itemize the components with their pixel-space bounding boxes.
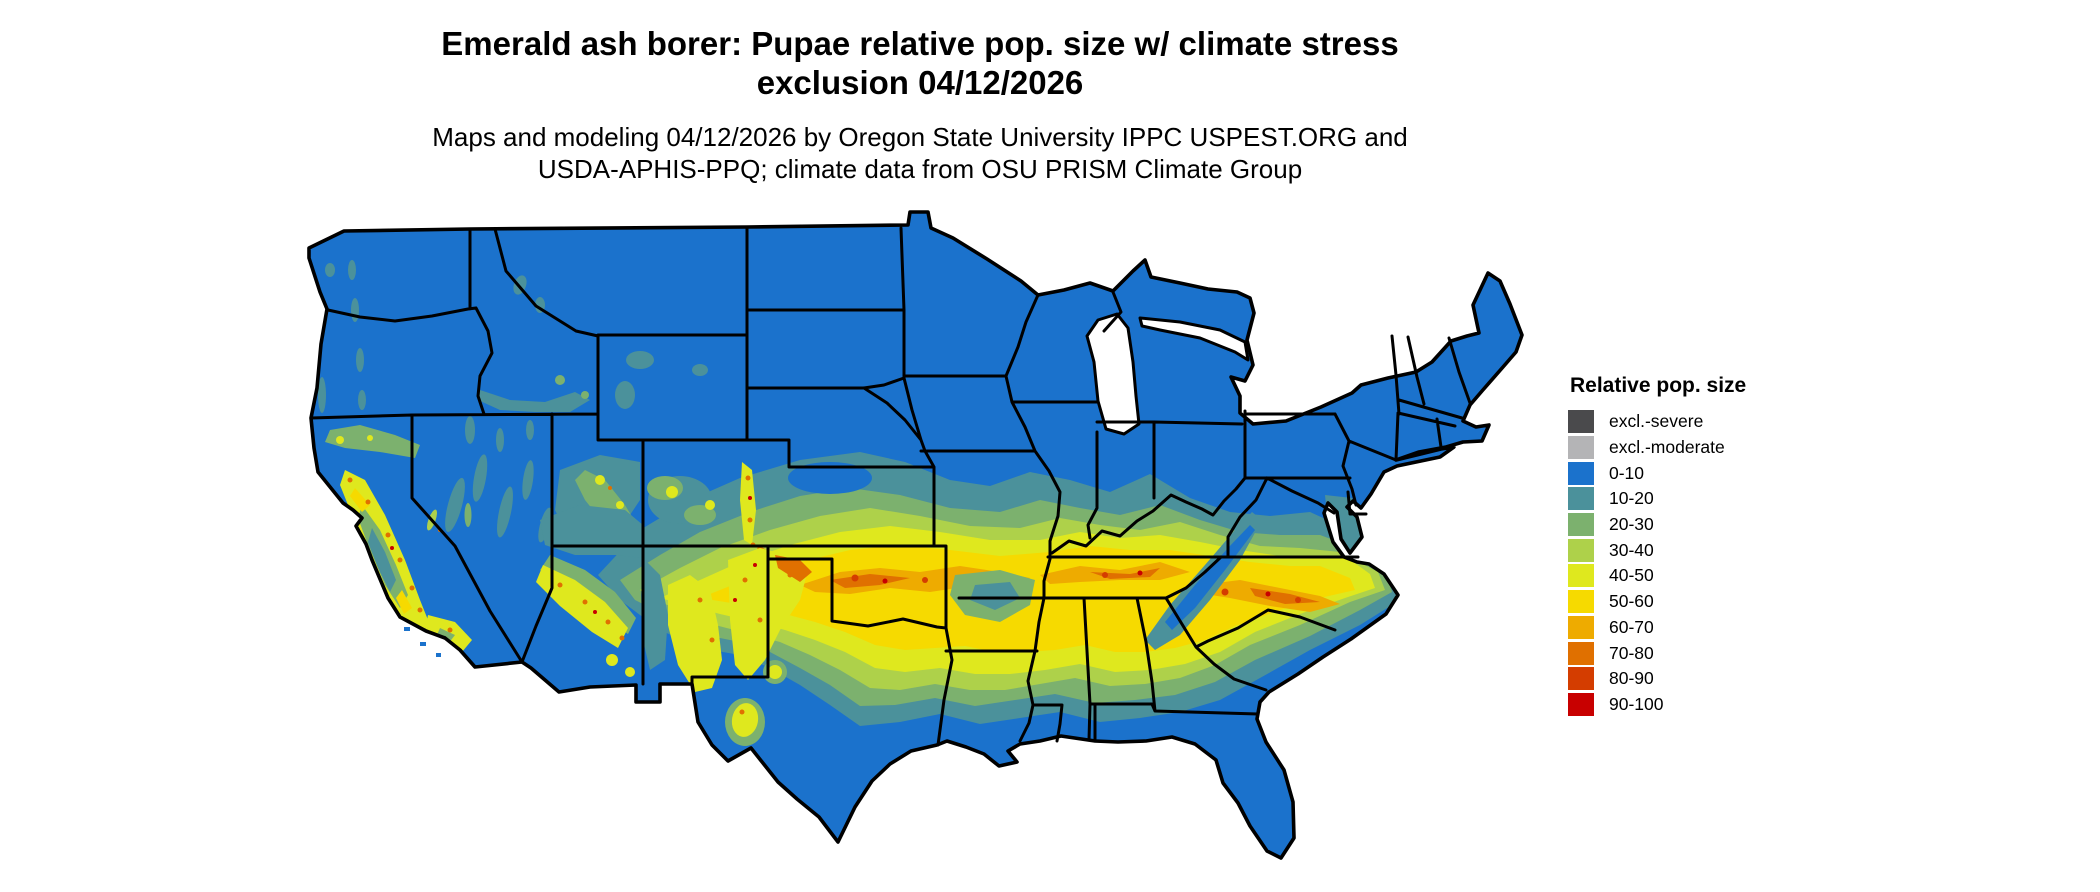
legend-swatch <box>1568 538 1594 562</box>
legend-swatch <box>1568 615 1594 639</box>
legend-item: 80-90 <box>1568 666 1746 692</box>
legend-item: 90-100 <box>1568 692 1746 718</box>
legend-label: excl.-moderate <box>1609 437 1725 458</box>
legend-label: 60-70 <box>1609 616 1654 637</box>
california-gold-streak <box>396 590 412 614</box>
front-range-red <box>748 496 752 500</box>
legend-item: 60-70 <box>1568 615 1746 641</box>
legend-label: 0-10 <box>1609 462 1645 483</box>
legend-label: 90-100 <box>1609 693 1664 714</box>
legend-item: 10-20 <box>1568 486 1746 512</box>
front-range-streak <box>740 462 756 545</box>
legend-swatch <box>1568 692 1594 716</box>
legend-label: 80-90 <box>1609 668 1654 689</box>
sandhills-patch <box>788 462 872 494</box>
south-oregon-patch <box>325 425 420 458</box>
utah-yellow-spot <box>616 501 624 509</box>
us-outline <box>307 210 1524 860</box>
lake-michigan <box>1085 312 1141 436</box>
legend-item: excl.-moderate <box>1568 435 1746 461</box>
south-oregon-yellow <box>367 435 373 441</box>
idaho-green-spot <box>581 391 589 399</box>
legend-label: 70-80 <box>1609 642 1654 663</box>
legend-swatch <box>1568 436 1594 460</box>
nm-red-speck <box>733 598 737 602</box>
legend-swatch <box>1568 487 1594 511</box>
south-oregon-yellow <box>336 436 344 444</box>
legend-item: 50-60 <box>1568 589 1746 615</box>
legend-item: 70-80 <box>1568 640 1746 666</box>
legend-swatch <box>1568 564 1594 588</box>
davis-orange-speck <box>739 709 745 715</box>
rio-grande-strip <box>641 560 668 670</box>
idaho-green-spot <box>555 375 565 385</box>
subtitle: Maps and modeling 04/12/2026 by Oregon S… <box>270 121 1570 185</box>
nm-red-speck <box>753 563 757 567</box>
lake-huron-north <box>1138 316 1250 362</box>
channel-islands <box>404 627 441 657</box>
nm-central-mountains <box>668 575 722 692</box>
utah-orange-speck <box>608 486 612 490</box>
subtitle-line-1: Maps and modeling 04/12/2026 by Oregon S… <box>432 122 1408 152</box>
mogollon-orange-specks <box>557 582 625 641</box>
california-gold-streak <box>350 488 370 512</box>
colorado-yellow-spot <box>705 500 715 510</box>
legend-swatch <box>1568 641 1594 665</box>
davis-mtns <box>731 703 759 737</box>
legend-swatch <box>1568 461 1594 485</box>
legend-item: 40-50 <box>1568 563 1746 589</box>
ne-nm-orange <box>775 555 812 582</box>
nevada-range-streaks <box>445 416 552 543</box>
legend-label: 50-60 <box>1609 591 1654 612</box>
colorado-west-green <box>647 476 683 500</box>
legend-label: 40-50 <box>1609 565 1654 586</box>
sierra-orange-specks <box>347 477 423 613</box>
wyoming-range-spots <box>513 275 708 409</box>
snake-plain <box>478 390 590 412</box>
state-borders <box>309 225 1472 747</box>
mogollon-red-speck <box>593 610 597 614</box>
socal-orange-speck <box>447 627 453 633</box>
colorado-west-green <box>684 505 716 525</box>
guadalupe-spot <box>768 665 782 679</box>
title-line-1: Emerald ash borer: Pupae relative pop. s… <box>441 25 1399 62</box>
page-title: Emerald ash borer: Pupae relative pop. s… <box>270 24 1570 102</box>
sierra-red-speck <box>390 546 394 550</box>
legend-label: excl.-severe <box>1609 411 1704 432</box>
legend-label: 30-40 <box>1609 539 1654 560</box>
legend: Relative pop. size excl.-severe excl.-mod… <box>1568 374 1746 717</box>
legend-swatch <box>1568 590 1594 614</box>
cascades-streaks <box>318 260 366 413</box>
legend-label: 10-20 <box>1609 488 1654 509</box>
nevada-green-streak <box>464 503 472 527</box>
band-90-100-specks <box>882 570 1271 597</box>
colorado-yellow-spot <box>666 486 678 498</box>
legend-item: 30-40 <box>1568 537 1746 563</box>
ozark-core <box>970 582 1020 610</box>
legend-title: Relative pop. size <box>1570 374 1747 397</box>
band-60-70-streak <box>1040 562 1190 584</box>
utah-yellow-spot <box>595 475 605 485</box>
legend-item: 20-30 <box>1568 512 1746 538</box>
band-70-80-streak <box>830 574 910 588</box>
title-line-2: exclusion 04/12/2026 <box>756 64 1084 101</box>
legend-swatch <box>1568 667 1594 691</box>
se-arizona-spot <box>625 667 635 677</box>
legend-item: 0-10 <box>1568 460 1746 486</box>
nm-orange-specks <box>697 572 793 643</box>
legend-swatch <box>1568 410 1594 434</box>
band-60-70-streak <box>800 566 1030 594</box>
se-arizona-spot <box>606 654 618 666</box>
population-raster <box>309 212 1522 858</box>
legend-rows: excl.-severe excl.-moderate 0-10 10-20 20-30… <box>1568 409 1746 717</box>
legend-swatch <box>1568 513 1594 537</box>
california-valley-core <box>368 528 396 592</box>
appalachian-core <box>1165 525 1255 630</box>
subtitle-line-2: USDA-APHIS-PPQ; climate data from OSU PR… <box>537 154 1303 184</box>
legend-item: excl.-severe <box>1568 409 1746 435</box>
legend-label: 20-30 <box>1609 514 1654 535</box>
